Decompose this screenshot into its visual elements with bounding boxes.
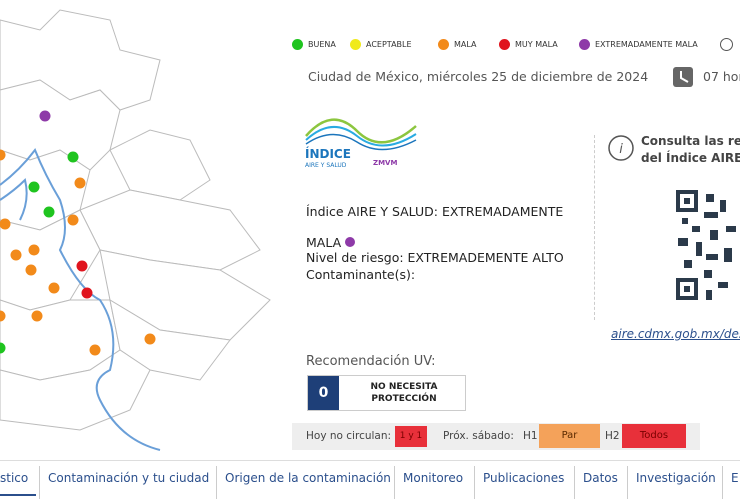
h2-label: H2 [605,430,620,442]
h1-value: Par [539,424,600,448]
map [0,9,271,451]
legend-item: BUENA [308,40,336,49]
today-value: 1 y 1 [395,426,427,447]
h2-value: Todos [622,424,686,448]
legend-item: MUY MALA [515,40,558,49]
uv-box: 0 NO NECESITA PROTECCIÓN [307,375,466,411]
consult-line: del Índice AIRE Y [641,151,740,165]
clock-icon [673,67,693,87]
legend-dot [499,39,510,50]
nav-item[interactable]: Publicaciones [474,466,572,499]
nav-item[interactable]: Datos [574,466,626,499]
nav-item[interactable]: Origen de la contaminación [216,466,399,499]
uv-label: Recomendación UV: [306,354,436,369]
uv-value: 0 [308,376,339,410]
index-text: Índice AIRE Y SALUD: EXTREMADAMENTE MALA [306,204,564,250]
index-dot [345,237,356,247]
legend-item: MALA [454,40,477,49]
nav-item[interactable]: Contaminación y tu ciudad [39,466,217,499]
uv-advice: NO NECESITA PROTECCIÓN [370,382,438,404]
qr-code[interactable] [676,190,740,302]
consult-link[interactable]: aire.cdmx.gob.mx/des [611,327,740,341]
legend-dot [579,39,590,50]
h1-label: H1 [523,430,538,442]
nav-bar [0,460,740,500]
nav-item[interactable]: stico [0,466,37,496]
legend-dot [720,38,733,51]
nav-item[interactable]: Investigación [627,466,724,499]
logo-title: ÍNDICE [305,147,351,161]
consult-line: Consulta las rec [641,134,740,148]
risk: Nivel de riesgo: EXTREMADEMENTE ALTO [306,250,564,265]
time: 07 hor [703,69,740,84]
legend-item: EXTREMADAMENTE MALA [595,40,698,49]
index-status: Índice AIRE Y SALUD: EXTREMADAMENTE MALA [306,196,578,258]
logo-badge: ZMVM [373,159,398,167]
today-label: Hoy no circulan: [306,430,392,442]
legend-dot [438,39,449,50]
legend-item: ACEPTABLE [366,40,412,49]
legend-dot [292,39,303,50]
next-label: Próx. sábado: [443,430,514,442]
consult-panel [594,135,740,320]
logo-graphic [305,118,417,151]
nav-item[interactable]: Monitoreo [394,466,471,499]
pollutants: Contaminante(s): [306,267,416,282]
info-icon: i [608,135,634,161]
date: Ciudad de México, miércoles 25 de diciem… [308,69,649,84]
logo-subtitle: AIRE Y SALUD [305,162,347,169]
legend-dot [350,39,361,50]
nav-item[interactable]: E [722,466,740,499]
svg-text:i: i [619,142,623,157]
